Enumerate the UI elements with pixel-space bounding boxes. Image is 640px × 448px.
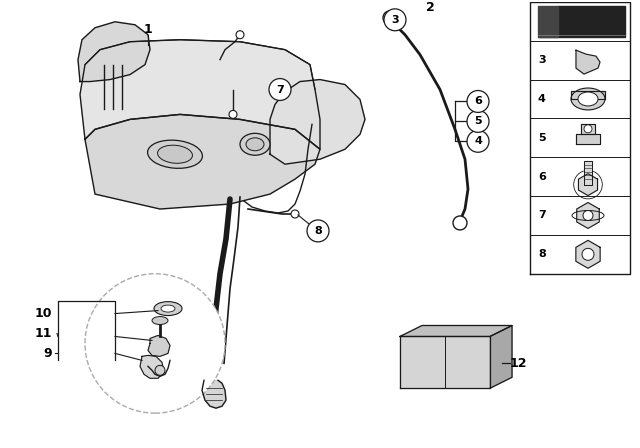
- Text: 3: 3: [391, 15, 399, 25]
- Circle shape: [583, 211, 593, 220]
- Polygon shape: [571, 91, 605, 99]
- Polygon shape: [538, 6, 558, 37]
- Text: 6: 6: [474, 96, 482, 107]
- Text: 8: 8: [538, 250, 546, 259]
- Polygon shape: [538, 6, 625, 37]
- Ellipse shape: [240, 134, 270, 155]
- Polygon shape: [85, 114, 320, 209]
- Ellipse shape: [571, 88, 605, 110]
- Text: 2: 2: [426, 1, 435, 14]
- Text: 3: 3: [538, 55, 546, 65]
- Circle shape: [236, 31, 244, 39]
- Text: 7: 7: [538, 211, 546, 220]
- Polygon shape: [576, 241, 600, 268]
- Polygon shape: [400, 326, 512, 336]
- Polygon shape: [579, 174, 598, 196]
- Text: 7: 7: [276, 85, 284, 95]
- Circle shape: [307, 220, 329, 242]
- Text: 4: 4: [538, 94, 546, 104]
- Circle shape: [467, 90, 489, 112]
- Text: 4: 4: [474, 136, 482, 146]
- Circle shape: [584, 125, 592, 133]
- Circle shape: [85, 274, 225, 413]
- Circle shape: [269, 78, 291, 100]
- Ellipse shape: [246, 138, 264, 151]
- Text: 11: 11: [35, 327, 52, 340]
- Circle shape: [453, 216, 467, 230]
- Polygon shape: [202, 380, 226, 408]
- Text: 10: 10: [35, 307, 52, 320]
- Polygon shape: [148, 336, 170, 357]
- Circle shape: [384, 9, 406, 31]
- Circle shape: [291, 210, 299, 218]
- Text: 6: 6: [538, 172, 546, 181]
- Text: 1: 1: [143, 23, 152, 36]
- Polygon shape: [78, 22, 150, 82]
- Polygon shape: [400, 336, 490, 388]
- Polygon shape: [577, 202, 599, 228]
- Polygon shape: [490, 326, 512, 388]
- Circle shape: [229, 110, 237, 118]
- Ellipse shape: [578, 92, 598, 106]
- Polygon shape: [80, 40, 320, 149]
- Circle shape: [467, 130, 489, 152]
- Text: 8: 8: [314, 226, 322, 236]
- Ellipse shape: [152, 317, 168, 324]
- Ellipse shape: [148, 140, 202, 168]
- Ellipse shape: [161, 305, 175, 312]
- Polygon shape: [581, 124, 595, 134]
- Circle shape: [582, 248, 594, 260]
- Polygon shape: [576, 50, 600, 74]
- Polygon shape: [584, 161, 592, 185]
- Polygon shape: [576, 134, 600, 144]
- Text: 12: 12: [510, 357, 527, 370]
- Circle shape: [467, 110, 489, 132]
- Ellipse shape: [154, 302, 182, 315]
- Circle shape: [155, 366, 165, 375]
- Text: 9: 9: [44, 347, 52, 360]
- Text: 5: 5: [538, 133, 546, 143]
- Polygon shape: [270, 80, 365, 164]
- Text: 5: 5: [474, 116, 482, 126]
- Circle shape: [383, 11, 397, 25]
- Ellipse shape: [157, 145, 193, 163]
- Polygon shape: [140, 355, 164, 378]
